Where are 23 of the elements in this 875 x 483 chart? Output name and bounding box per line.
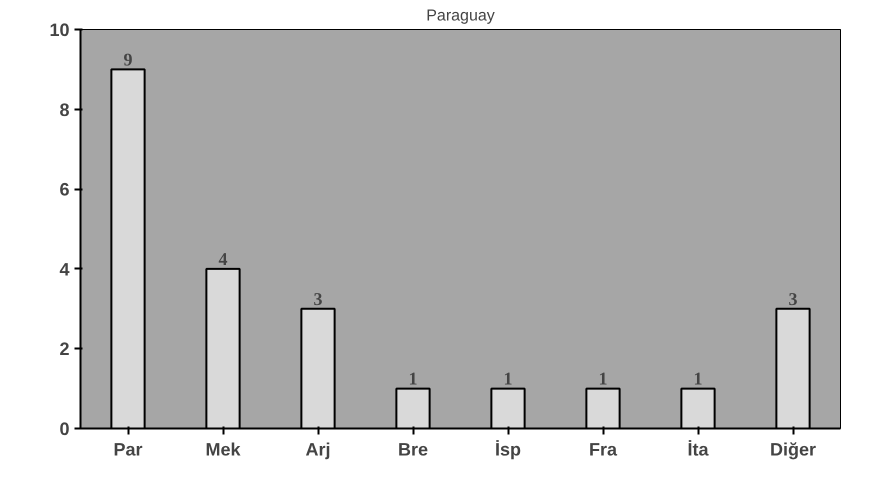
data-label: 1 <box>504 368 512 389</box>
x-tick-label: Fra <box>588 440 618 460</box>
x-tick-label: İta <box>687 440 710 460</box>
x-tick-label: Bre <box>398 440 428 460</box>
x-tick-label: Mek <box>205 440 242 460</box>
x-tick-label: Arj <box>306 440 331 460</box>
x-tick-label: Diğer <box>770 440 816 460</box>
y-tick-label: 6 <box>59 180 70 200</box>
data-label: 1 <box>598 368 608 389</box>
y-tick-label: 8 <box>59 100 70 120</box>
y-tick-label: 10 <box>49 20 70 40</box>
x-tick-label: İsp <box>494 440 522 460</box>
data-label: 9 <box>124 49 132 70</box>
y-tick-label: 2 <box>59 339 70 360</box>
data-label: 3 <box>788 288 798 309</box>
y-tick-label: 0 <box>59 419 70 439</box>
data-label: 1 <box>408 368 418 389</box>
chart-title: Paraguay <box>426 8 495 24</box>
data-label: 1 <box>694 368 702 389</box>
y-tick-label: 4 <box>59 259 70 280</box>
x-tick-label: Par <box>113 440 143 460</box>
data-label: 3 <box>314 288 322 309</box>
data-label: 4 <box>218 248 228 269</box>
